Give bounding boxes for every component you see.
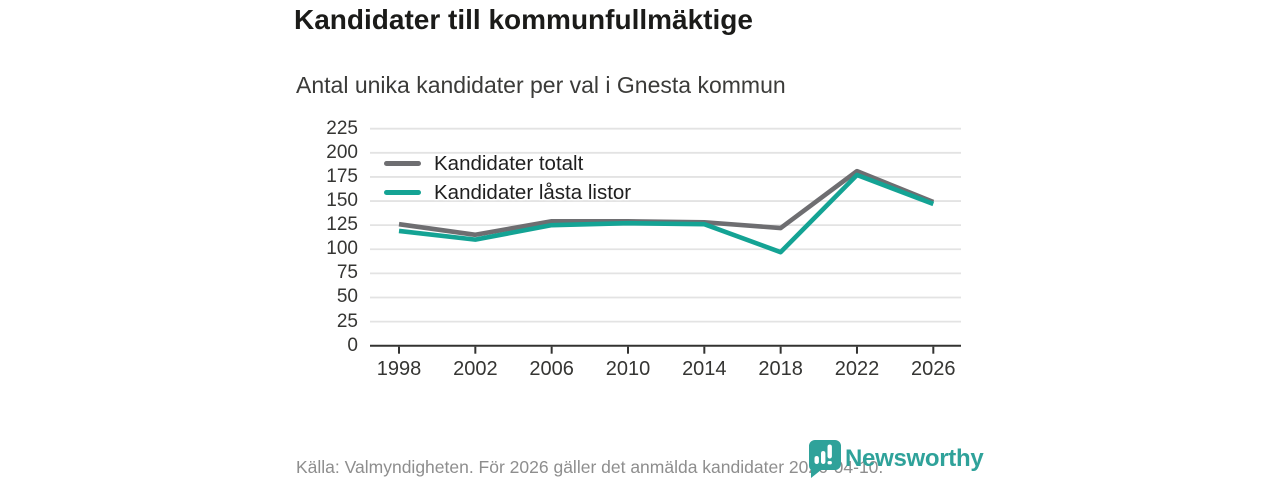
x-axis-tick-label: 2018: [758, 358, 803, 380]
legend-label-total: Kandidater totalt: [434, 151, 584, 175]
y-axis-tick-label: 175: [326, 165, 358, 187]
logo-bar-short: [814, 456, 819, 464]
legend-label-locked: Kandidater låsta listor: [434, 180, 632, 204]
source-note: Källa: Valmyndigheten. För 2026 gäller d…: [296, 457, 884, 477]
logo-exclamation-dot: [827, 461, 832, 465]
x-axis-tick-label: 1998: [376, 358, 422, 380]
legend-item-locked: Kandidater låsta listor: [384, 178, 631, 207]
chart-subtitle: Antal unika kandidater per val i Gnesta …: [296, 72, 786, 98]
y-axis-tick-label: 125: [326, 214, 358, 236]
y-axis-tick-label: 100: [326, 238, 358, 260]
newsworthy-logo-text: Newsworthy: [845, 445, 984, 472]
legend-item-total: Kandidater totalt: [384, 149, 631, 178]
newsworthy-logo: Newsworthy: [806, 438, 984, 478]
logo-bar-medium: [821, 451, 826, 464]
x-axis-tick-label: 2010: [605, 358, 651, 380]
y-axis-tick-label: 25: [336, 310, 358, 332]
legend-swatch-locked: [384, 190, 421, 195]
x-axis-tick-label: 2026: [911, 358, 956, 380]
series-line-locked: [398, 172, 935, 255]
chart-title: Kandidater till kommunfullmäktige: [294, 4, 753, 35]
x-axis-tick-label: 2002: [453, 358, 498, 380]
y-axis-tick-label: 225: [326, 117, 358, 139]
y-axis-tick-label: 150: [326, 190, 358, 212]
legend-swatch-total: [384, 161, 421, 166]
y-axis-tick-label: 75: [336, 262, 358, 284]
y-axis-tick-label: 200: [326, 141, 358, 163]
x-axis-tick-label: 2006: [529, 358, 574, 380]
newsworthy-logo-icon: [808, 440, 841, 478]
x-axis-tick-label: 2014: [682, 358, 727, 380]
x-axis-tick-label: 2022: [834, 358, 880, 380]
chart-legend: Kandidater totalt Kandidater låsta listo…: [384, 149, 631, 207]
y-axis-tick-label: 0: [347, 334, 358, 356]
logo-exclamation-bar: [827, 444, 832, 459]
y-axis-tick-label: 50: [336, 286, 358, 308]
